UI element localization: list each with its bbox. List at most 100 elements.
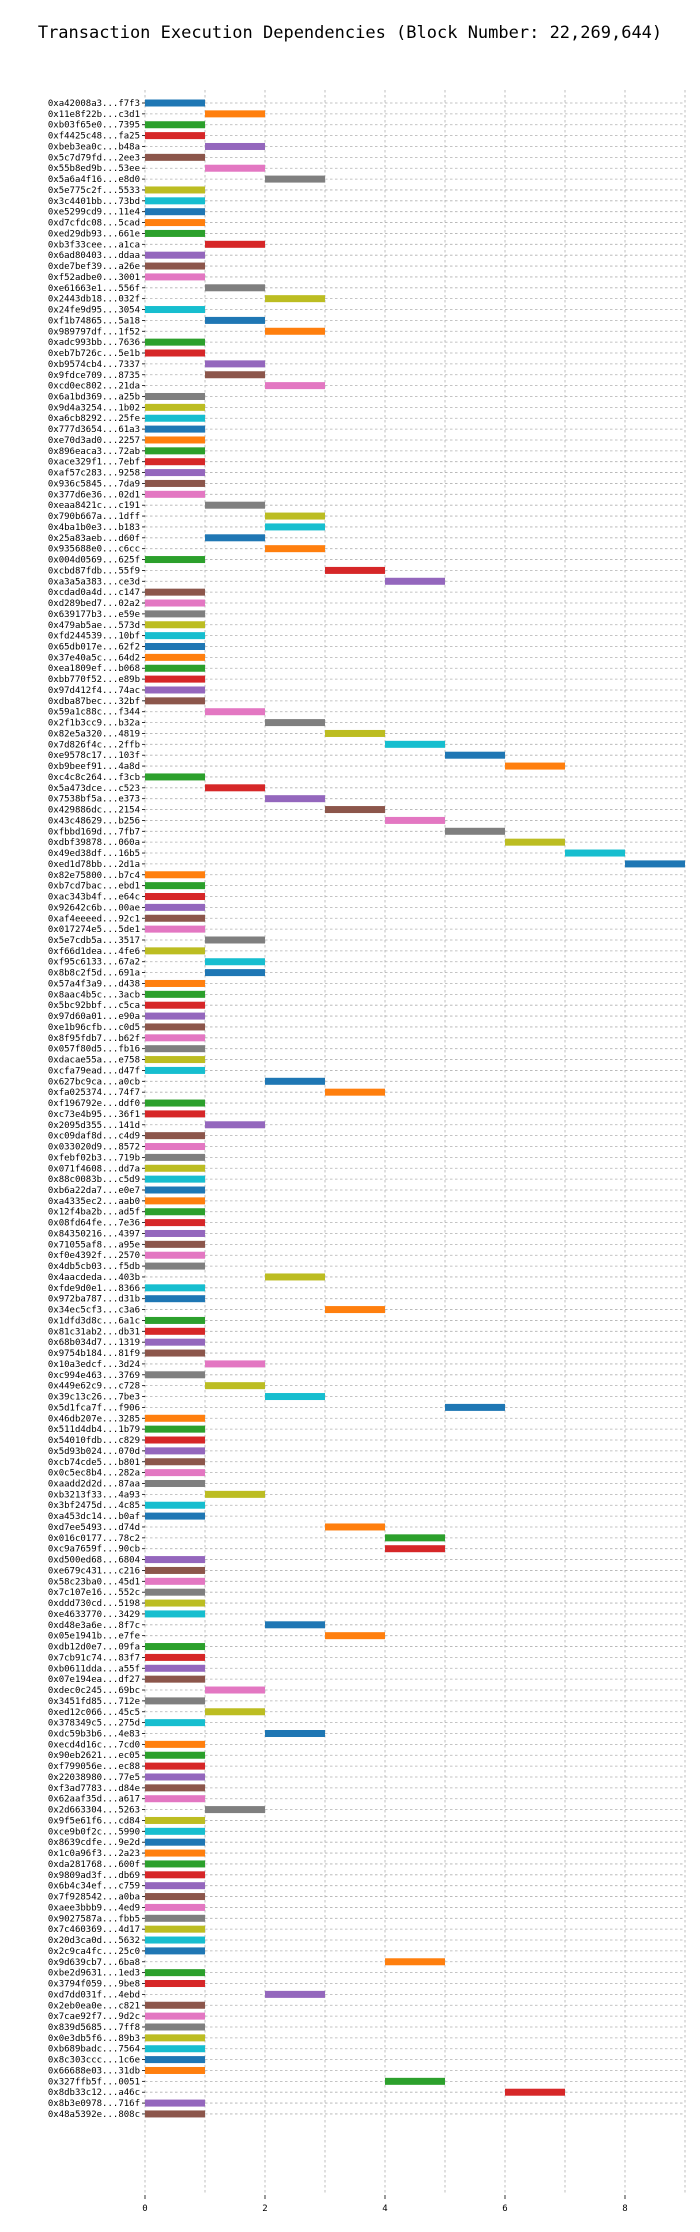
y-tick-label: 0x82e75800...b7c4	[48, 871, 140, 881]
gantt-bar	[145, 1229, 205, 1237]
y-tick-label: 0x2c9ca4fc...25c0	[48, 1947, 140, 1957]
y-tick-label: 0x9f5e61f6...cd84	[48, 1816, 140, 1826]
gantt-bar	[145, 2110, 205, 2118]
y-tick-label: 0x839d5685...7ff8	[48, 2023, 140, 2033]
gantt-bar	[205, 142, 265, 150]
y-tick-label: 0x3bf2475d...4c85	[48, 1501, 140, 1511]
gantt-bar	[145, 392, 205, 400]
gantt-bar	[145, 121, 205, 129]
gantt-bar	[145, 1414, 205, 1422]
y-tick-label: 0x84350216...4397	[48, 1229, 140, 1239]
gantt-bar	[145, 1316, 205, 1324]
gantt-bar	[145, 1697, 205, 1705]
y-tick-label: 0x7d826f4c...2ffb	[48, 740, 140, 750]
gantt-bar	[145, 1664, 205, 1672]
gantt-bar	[145, 1925, 205, 1933]
y-tick-label: 0x327ffb5f...0051	[48, 2077, 140, 2087]
gantt-bar	[145, 1284, 205, 1292]
y-tick-label: 0xddd730cd...5198	[48, 1599, 140, 1609]
gantt-bar	[205, 1360, 265, 1368]
gantt-bar	[205, 936, 265, 944]
gantt-bar	[145, 132, 205, 140]
y-tick-label: 0x1c0a96f3...2a23	[48, 1849, 140, 1859]
y-tick-label: 0xbb770f52...e89b	[48, 675, 140, 685]
y-tick-label: 0xb0611dda...a55f	[48, 1664, 140, 1674]
gantt-bar	[145, 1338, 205, 1346]
gantt-bar	[145, 1023, 205, 1031]
gantt-bar	[445, 827, 505, 835]
gantt-bar	[145, 632, 205, 640]
y-tick-label: 0x88c0083b...c5d9	[48, 1175, 140, 1185]
gantt-bar	[145, 1969, 205, 1977]
gantt-bar	[505, 762, 565, 770]
y-tick-label: 0x68b034d7...1319	[48, 1338, 140, 1348]
gantt-bar	[205, 284, 265, 292]
y-tick-label: 0xde7bef39...a26e	[48, 262, 140, 272]
gantt-bar	[265, 1621, 325, 1629]
y-tick-label: 0xfde9d0e1...8366	[48, 1284, 140, 1294]
gantt-bar	[145, 643, 205, 650]
y-tick-label: 0xac343b4f...e64c	[48, 893, 140, 903]
y-tick-label: 0x58c23ba0...45d1	[48, 1577, 140, 1587]
gantt-bar	[145, 208, 205, 216]
y-tick-label: 0xed1d78bb...2d1a	[48, 860, 140, 870]
y-tick-label: 0xecd4d16c...7cd0	[48, 1740, 140, 1750]
gantt-bar	[145, 1208, 205, 1216]
y-tick-label: 0xe70d3ad0...2257	[48, 436, 140, 446]
y-tick-label: 0xdec0c245...69bc	[48, 1686, 140, 1696]
y-tick-label: 0xce9b0f2c...5990	[48, 1827, 140, 1837]
y-tick-label: 0x3451fd85...712e	[48, 1697, 140, 1707]
y-tick-label: 0xe1b96cfb...c0d5	[48, 1023, 140, 1033]
gantt-bar	[145, 1219, 205, 1227]
y-tick-label: 0x34ec5cf3...c3a6	[48, 1306, 140, 1316]
y-tick-label: 0x6b4c34ef...c759	[48, 1882, 140, 1892]
gantt-bar	[145, 1588, 205, 1596]
y-tick-label: 0x2f1b3cc9...b32a	[48, 719, 140, 729]
gantt-bar	[145, 403, 205, 411]
gantt-bar	[205, 501, 265, 509]
y-tick-label: 0x90eb2621...ec05	[48, 1751, 140, 1761]
y-tick-label: 0x8aac4b5c...3acb	[48, 990, 140, 1000]
gantt-bar	[145, 947, 205, 955]
y-tick-label: 0xc9a7659f...90cb	[48, 1545, 140, 1555]
gantt-bar	[145, 1610, 205, 1618]
gantt-bar	[205, 1382, 265, 1390]
y-tick-label: 0xdbf39878...060a	[48, 838, 140, 848]
gantt-bar	[205, 316, 265, 324]
gantt-bar	[565, 849, 625, 857]
y-tick-label: 0xf4425c48...fa25	[48, 132, 140, 142]
gantt-bar	[205, 784, 265, 792]
gantt-bar	[145, 903, 205, 911]
y-tick-label: 0x378349c5...275d	[48, 1719, 140, 1729]
y-tick-label: 0xcbd87fdb...55f9	[48, 566, 140, 576]
gantt-bar	[145, 653, 205, 661]
gantt-bar	[325, 566, 385, 574]
gantt-bar	[145, 1903, 205, 1911]
gantt-bar	[265, 175, 325, 183]
y-tick-label: 0xf66d1dea...4fe6	[48, 947, 140, 957]
gantt-bar	[145, 1577, 205, 1585]
gantt-bar	[145, 2099, 205, 2107]
gantt-bar	[145, 153, 205, 161]
y-tick-label: 0x449e62c9...c728	[48, 1382, 140, 1392]
gantt-bar	[265, 1077, 325, 1085]
y-tick-label: 0xcb74cde5...b801	[48, 1458, 140, 1468]
gantt-bar	[145, 1295, 205, 1303]
y-tick-label: 0xe4633770...3429	[48, 1610, 140, 1620]
y-tick-label: 0xdba87bec...32bf	[48, 697, 140, 707]
gantt-bar	[145, 1816, 205, 1824]
y-tick-label: 0xdb12d0e7...09fa	[48, 1643, 140, 1653]
y-tick-label: 0x71055af8...a95e	[48, 1240, 140, 1250]
gantt-bar	[265, 795, 325, 803]
gantt-bar	[385, 1534, 445, 1542]
y-tick-label: 0xb689badc...7564	[48, 2045, 140, 2055]
y-tick-label: 0xeb7b726c...5e1b	[48, 349, 140, 359]
y-tick-label: 0x62aaf35d...a617	[48, 1795, 140, 1805]
gantt-bar	[145, 1447, 205, 1455]
gantt-bar	[145, 1643, 205, 1651]
y-tick-label: 0xf0e4392f...2570	[48, 1251, 140, 1261]
y-tick-label: 0xd7dd031f...4ebd	[48, 1990, 140, 2000]
gantt-bar	[445, 751, 505, 759]
gantt-bar	[145, 2066, 205, 2074]
y-tick-label: 0xda281768...600f	[48, 1860, 140, 1870]
